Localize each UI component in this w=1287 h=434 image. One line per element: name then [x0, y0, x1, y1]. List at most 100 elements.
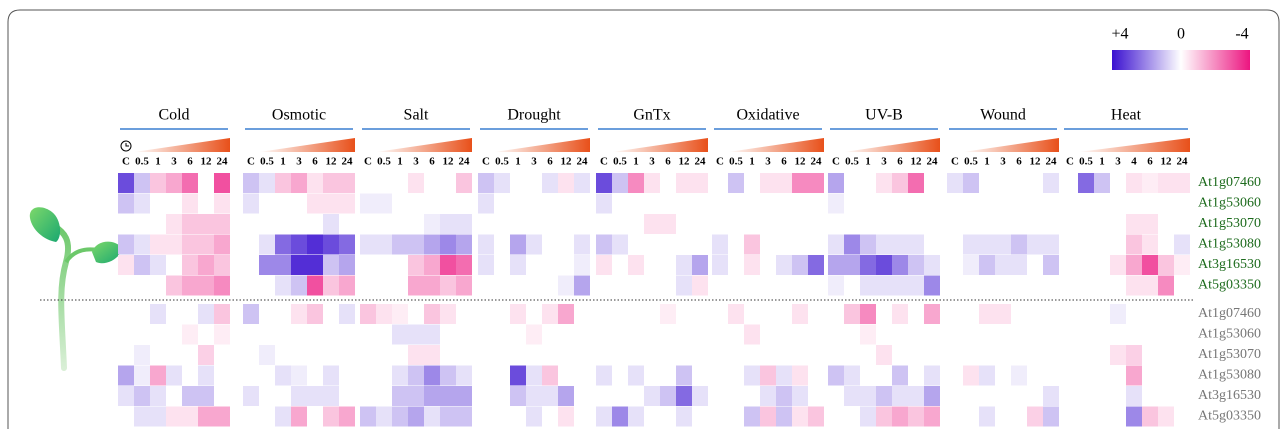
- time-label: 3: [1000, 156, 1006, 168]
- heat-cell: [558, 345, 574, 365]
- heat-cell: [876, 255, 892, 275]
- heat-cell: [291, 304, 307, 324]
- heat-cell: [259, 214, 275, 234]
- row-label: At1g53080: [1198, 237, 1261, 252]
- heat-cell: [744, 255, 760, 275]
- heat-cell: [214, 345, 230, 365]
- heat-cell: [676, 194, 692, 214]
- heat-cell: [307, 304, 323, 324]
- heat-cell: [808, 304, 824, 324]
- heat-cell: [166, 345, 182, 365]
- heat-cell: [660, 304, 676, 324]
- heat-cell: [892, 276, 908, 296]
- heat-cell: [963, 345, 979, 365]
- heat-cell: [1078, 325, 1094, 345]
- heat-cell: [924, 276, 940, 296]
- heat-cell: [1094, 235, 1110, 255]
- heat-cell: [166, 304, 182, 324]
- heat-cell: [1078, 235, 1094, 255]
- time-ramp: [494, 138, 590, 152]
- heat-cell: [596, 214, 612, 234]
- heat-cell: [1174, 173, 1190, 193]
- heat-cell: [542, 235, 558, 255]
- heat-cell: [744, 276, 760, 296]
- time-label: 1: [1099, 156, 1105, 168]
- heat-cell: [360, 214, 376, 234]
- chart: ColdC0.51361224OsmoticC0.51361224SaltC0.…: [0, 0, 1287, 429]
- time-label: C: [122, 156, 130, 168]
- heat-cell: [1126, 407, 1142, 427]
- row-label: At1g53060: [1198, 327, 1261, 342]
- time-label: 0.5: [135, 156, 149, 168]
- heat-cell: [924, 173, 940, 193]
- heat-cell: [542, 325, 558, 345]
- heat-cell: [660, 386, 676, 406]
- heat-cell: [307, 255, 323, 275]
- heat-cell: [924, 345, 940, 365]
- heat-cell: [808, 386, 824, 406]
- condition-label: Cold: [158, 107, 189, 124]
- heat-cell: [963, 386, 979, 406]
- heat-cell: [360, 345, 376, 365]
- heat-cell: [392, 407, 408, 427]
- heat-cell: [1043, 276, 1059, 296]
- heat-cell: [182, 173, 198, 193]
- heat-cell: [712, 366, 728, 386]
- heat-cell: [828, 386, 844, 406]
- heat-cell: [150, 304, 166, 324]
- heat-cell: [275, 366, 291, 386]
- heat-cell: [307, 214, 323, 234]
- heat-cell: [526, 407, 542, 427]
- heat-cell: [1126, 345, 1142, 365]
- heat-cell: [339, 194, 355, 214]
- heat-cell: [1062, 194, 1078, 214]
- heat-cell: [214, 255, 230, 275]
- heat-cell: [1110, 173, 1126, 193]
- heat-cell: [995, 345, 1011, 365]
- heat-cell: [542, 173, 558, 193]
- heat-cell: [644, 235, 660, 255]
- time-ramp: [376, 138, 472, 152]
- heat-cell: [558, 366, 574, 386]
- heat-cell: [660, 325, 676, 345]
- heat-cell: [166, 366, 182, 386]
- heat-cell: [1011, 345, 1027, 365]
- heat-cell: [963, 325, 979, 345]
- heat-cell: [214, 407, 230, 427]
- heat-cell: [760, 235, 776, 255]
- heat-cell: [760, 366, 776, 386]
- heat-cell: [339, 214, 355, 234]
- heat-cell: [844, 386, 860, 406]
- heat-cell: [291, 235, 307, 255]
- heat-cell: [150, 214, 166, 234]
- heat-cell: [118, 325, 134, 345]
- time-label: 1: [515, 156, 521, 168]
- heat-cell: [291, 214, 307, 234]
- heat-cell: [307, 345, 323, 365]
- heat-cell: [558, 214, 574, 234]
- heat-cell: [892, 325, 908, 345]
- heat-cell: [979, 407, 995, 427]
- heat-cell: [323, 345, 339, 365]
- heat-cell: [1174, 407, 1190, 427]
- heat-cell: [612, 235, 628, 255]
- heat-cell: [198, 276, 214, 296]
- heat-cell: [424, 345, 440, 365]
- heat-cell: [198, 366, 214, 386]
- heat-cell: [979, 325, 995, 345]
- time-label: C: [364, 156, 372, 168]
- heat-cell: [494, 386, 510, 406]
- heat-cell: [963, 214, 979, 234]
- heat-cell: [1078, 276, 1094, 296]
- heat-cell: [456, 325, 472, 345]
- heat-cell: [1011, 214, 1027, 234]
- heat-cell: [1094, 214, 1110, 234]
- row-label: At1g07460: [1198, 306, 1261, 321]
- heat-cell: [360, 235, 376, 255]
- heat-cell: [692, 325, 708, 345]
- heat-cell: [408, 214, 424, 234]
- heat-cell: [392, 345, 408, 365]
- heat-cell: [526, 194, 542, 214]
- heat-cell: [307, 325, 323, 345]
- heat-cell: [628, 214, 644, 234]
